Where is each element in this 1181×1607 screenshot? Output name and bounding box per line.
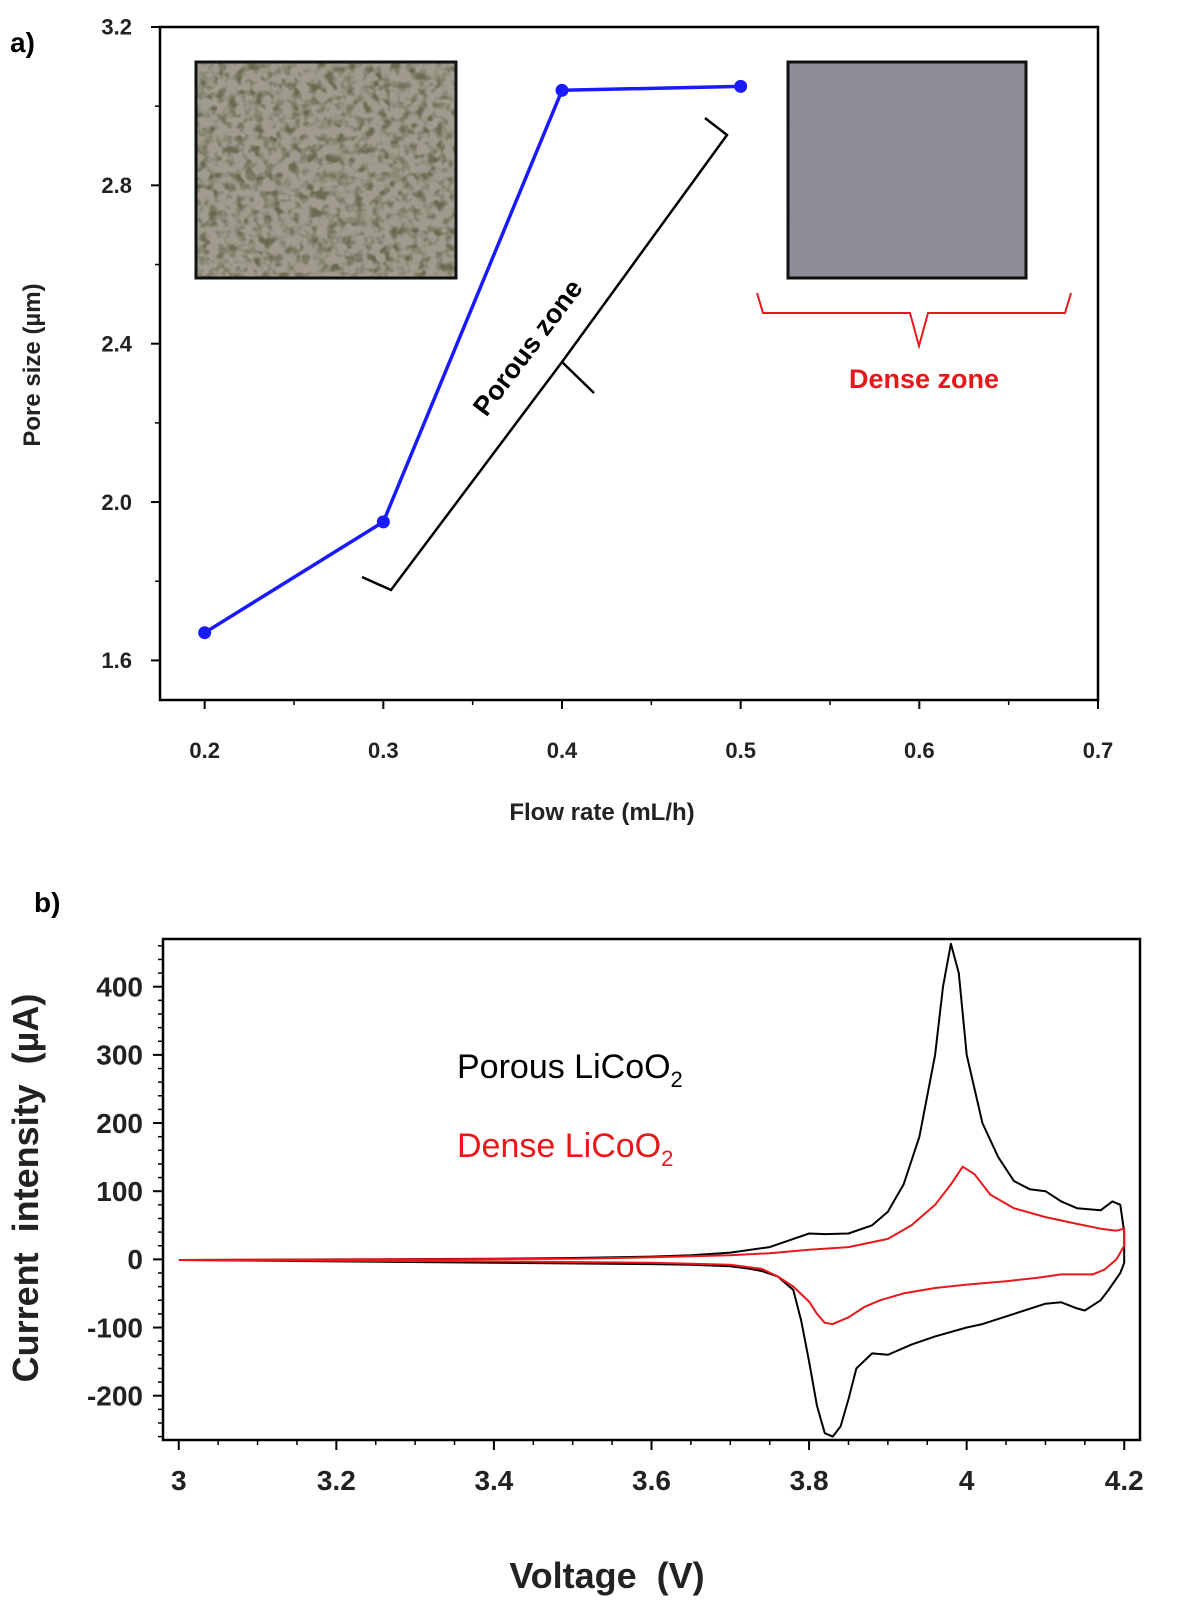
- legend-dense-text: Dense LiCoO: [457, 1127, 661, 1165]
- series-line-1: [178, 1165, 1126, 1326]
- x-tick-label: 0.4: [547, 738, 578, 763]
- legend-dense-sub: 2: [661, 1146, 673, 1171]
- x-axis-label-b: Voltage (V): [509, 1555, 704, 1596]
- x-tick-label: 0.2: [189, 738, 220, 763]
- tick-marks-b: [153, 945, 1126, 1450]
- y-tick-label: 200: [96, 1108, 143, 1139]
- y-tick-label: 2.0: [101, 490, 132, 515]
- y-tick-label: 400: [96, 972, 143, 1003]
- legend-dense: Dense LiCoO2: [457, 1127, 673, 1171]
- x-tick-label: 3: [171, 1465, 187, 1496]
- y-axis-label-b: Current intensity (µA): [5, 994, 46, 1383]
- legend-porous-text: Porous LiCoO: [457, 1048, 671, 1086]
- legend-porous-sub: 2: [671, 1067, 683, 1092]
- x-tick-labels-b: 3 3.2 3.4 3.6 3.8 4 4.2: [171, 1465, 1144, 1496]
- cyclic-voltammetry-chart: b) 3 3.2 3.4 3.6 3.8 4 4.2 400 300 200 100 0 -100 -2…: [5, 887, 1144, 1596]
- y-tick-label: 300: [96, 1040, 143, 1071]
- x-tick-label: 0.3: [368, 738, 399, 763]
- data-point: [376, 515, 390, 529]
- y-tick-label: 0: [127, 1244, 143, 1275]
- panel-a-label: a): [10, 27, 35, 58]
- tick-marks-a: [151, 26, 1099, 709]
- x-tick-label: 0.6: [904, 738, 935, 763]
- x-axis-label-a: Flow rate (mL/h): [509, 799, 694, 826]
- x-tick-label: 3.6: [632, 1465, 671, 1496]
- x-tick-label: 4: [959, 1465, 975, 1496]
- data-point: [198, 626, 212, 640]
- porous-zone-bracket: [361, 117, 729, 592]
- legend-porous: Porous LiCoO2: [457, 1048, 683, 1092]
- dense-micrograph: [786, 60, 1028, 280]
- porous-micrograph: [194, 60, 458, 280]
- y-tick-label: 3.2: [101, 15, 132, 40]
- x-tick-labels-a: 0.2 0.3 0.4 0.5 0.6 0.7: [189, 738, 1113, 763]
- y-tick-labels-a: 1.6 2.0 2.4 2.8 3.2: [101, 15, 132, 673]
- series-line-0: [203, 84, 741, 635]
- plot-area-a: [158, 25, 1100, 702]
- series-a: [198, 79, 748, 640]
- y-tick-label: -200: [87, 1380, 143, 1411]
- y-tick-label: 2.8: [101, 173, 132, 198]
- x-tick-label: 3.2: [317, 1465, 356, 1496]
- panel-b-label: b): [34, 887, 60, 918]
- x-tick-label: 0.7: [1083, 738, 1114, 763]
- x-tick-label: 3.4: [474, 1465, 513, 1496]
- y-tick-label: -100: [87, 1312, 143, 1343]
- x-tick-label: 4.2: [1105, 1465, 1144, 1496]
- y-tick-label: 100: [96, 1176, 143, 1207]
- x-tick-label: 3.8: [790, 1465, 829, 1496]
- series-b: [178, 942, 1126, 1438]
- y-axis-label-a: Pore size (µm): [19, 283, 46, 446]
- pore-size-chart: a) 0.2 0.3 0.4 0.5 0.6 0.7 1.6 2.0 2.4 2.8 3.2 Fl…: [10, 15, 1113, 826]
- y-tick-labels-b: 400 300 200 100 0 -100 -200: [87, 972, 143, 1412]
- data-point: [734, 79, 748, 93]
- y-tick-label: 1.6: [101, 648, 132, 673]
- x-tick-label: 0.5: [725, 738, 756, 763]
- dense-zone-bracket: [756, 292, 1072, 350]
- dense-zone-label: Dense zone: [849, 364, 999, 394]
- plot-area-b: [161, 937, 1142, 1442]
- series-line-0: [178, 942, 1126, 1438]
- y-tick-label: 2.4: [101, 331, 132, 356]
- data-point: [555, 83, 569, 97]
- legend-b: Porous LiCoO2 Dense LiCoO2: [457, 1048, 683, 1171]
- porous-zone-label: Porous zone: [467, 274, 588, 421]
